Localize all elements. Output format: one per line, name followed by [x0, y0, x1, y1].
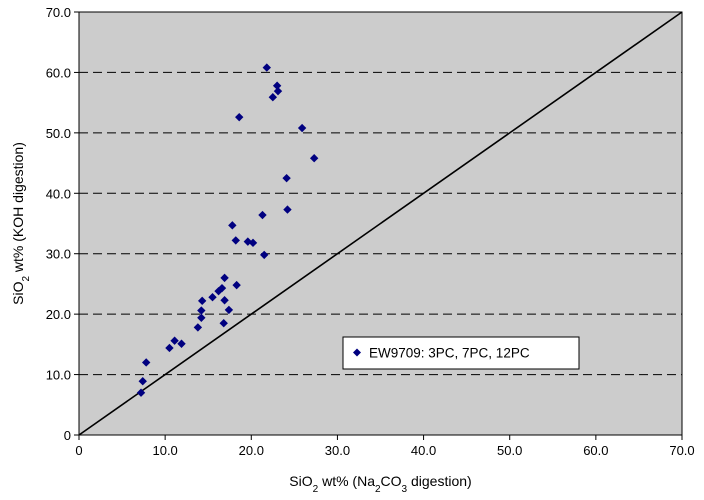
data-point — [197, 313, 206, 322]
data-point — [219, 319, 228, 328]
data-point — [231, 236, 240, 245]
data-point — [248, 238, 258, 248]
data-point — [193, 323, 203, 332]
y-tick-label: 40.0 — [46, 186, 71, 201]
x-tick-label: 0 — [75, 443, 82, 458]
y-axis-label: SiO2 wt% (KOH digestion) — [10, 142, 32, 305]
data-point — [262, 63, 271, 72]
data-point — [243, 237, 253, 246]
data-points — [136, 63, 319, 397]
data-point — [273, 86, 283, 96]
data-point — [297, 123, 307, 133]
x-axis-label: SiO2 wt% (Na2CO3 digestion) — [289, 473, 471, 495]
data-point — [220, 273, 229, 283]
data-point — [208, 293, 217, 302]
data-point — [309, 154, 319, 163]
data-point — [272, 81, 282, 90]
data-point — [258, 210, 267, 220]
y-tick-label: 0 — [64, 428, 71, 443]
data-point — [260, 250, 269, 260]
data-point — [282, 173, 291, 183]
data-point — [224, 305, 234, 315]
data-point — [170, 336, 179, 345]
x-tick-label: 10.0 — [152, 443, 177, 458]
x-tick-label: 70.0 — [669, 443, 694, 458]
legend-box — [342, 336, 580, 370]
data-point — [283, 205, 292, 214]
one-to-one-line — [78, 11, 683, 436]
data-point — [197, 306, 206, 315]
x-axis-ticks: 0 10.0 20.0 30.0 40.0 50.0 60.0 70.0 — [75, 435, 695, 458]
data-point — [235, 112, 244, 122]
y-tick-label: 10.0 — [46, 368, 71, 383]
y-tick-label: 70.0 — [46, 5, 71, 20]
data-point — [232, 280, 241, 290]
data-point — [177, 339, 186, 348]
y-tick-label: 50.0 — [46, 126, 71, 141]
y-tick-label: 60.0 — [46, 65, 71, 80]
data-point — [197, 296, 207, 306]
gridlines — [79, 71, 682, 376]
legend: EW9709: 3PC, 7PC, 12PC — [342, 336, 580, 370]
x-tick-label: 20.0 — [239, 443, 264, 458]
x-tick-label: 30.0 — [325, 443, 350, 458]
data-point — [217, 283, 227, 293]
x-tick-label: 50.0 — [497, 443, 522, 458]
x-tick-label: 60.0 — [583, 443, 608, 458]
data-point — [138, 377, 147, 386]
y-axis-ticks: 0 10.0 20.0 30.0 40.0 50.0 60.0 70.0 — [46, 5, 79, 443]
y-tick-label: 20.0 — [46, 307, 71, 322]
data-point — [165, 343, 174, 353]
data-point — [228, 221, 237, 230]
data-point — [220, 296, 229, 305]
legend-label: EW9709: 3PC, 7PC, 12PC — [369, 346, 530, 361]
x-tick-label: 40.0 — [411, 443, 436, 458]
data-point — [268, 93, 278, 102]
data-point — [136, 388, 146, 397]
data-point — [141, 358, 151, 367]
y-tick-label: 30.0 — [46, 247, 71, 262]
legend-marker-icon — [353, 348, 361, 357]
